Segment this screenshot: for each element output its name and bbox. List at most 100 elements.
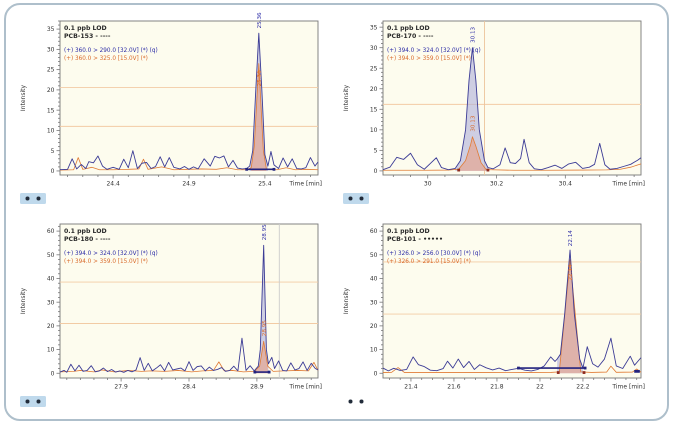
pan-zoom-buttons[interactable] xyxy=(343,193,369,204)
svg-text:0: 0 xyxy=(51,370,55,377)
svg-text:10: 10 xyxy=(47,347,55,354)
y-axis-ticks: 0 5 10 15 20 25 30 35 xyxy=(370,22,383,175)
compound-label: PCB-101 - ••••• xyxy=(387,236,443,243)
peak-rt-label: 22.14 xyxy=(568,264,574,280)
svg-text:0: 0 xyxy=(374,168,378,175)
zoom-tool-icon[interactable] xyxy=(348,196,353,201)
svg-text:0: 0 xyxy=(374,370,378,377)
svg-text:10: 10 xyxy=(370,127,378,134)
svg-text:5: 5 xyxy=(51,148,55,155)
y-axis-ticks: 0 10 20 30 40 50 60 xyxy=(370,225,383,377)
panel-grid: 24.4 24.9 25.4 Time [min] 0 5 10 15 20 25 30 35 Inte… xyxy=(12,9,657,414)
chromatogram-svg-pcb-153: 24.4 24.9 25.4 Time [min] 0 5 10 15 20 25 30 35 Inte… xyxy=(20,12,322,204)
svg-text:50: 50 xyxy=(47,252,55,259)
zoom-tool-icon[interactable] xyxy=(25,399,30,404)
svg-text:40: 40 xyxy=(47,276,55,283)
panel-pcb-153: 24.4 24.9 25.4 Time [min] 0 5 10 15 20 25 30 35 Inte… xyxy=(12,9,334,211)
svg-text:60: 60 xyxy=(370,228,378,235)
svg-text:35: 35 xyxy=(370,24,378,31)
integration-baselines xyxy=(517,366,640,374)
pan-tool-icon[interactable] xyxy=(36,399,41,404)
lod-label: 0.1 ppb LOD xyxy=(64,228,107,235)
threshold-lines xyxy=(60,281,318,324)
peak-rt-label: 28.95 xyxy=(262,224,268,240)
x-axis-label: Time [min] xyxy=(611,181,645,188)
svg-text:50: 50 xyxy=(370,252,378,259)
svg-text:20: 20 xyxy=(47,87,55,94)
lod-label: 0.1 ppb LOD xyxy=(387,25,430,32)
svg-text:25: 25 xyxy=(370,65,378,72)
pan-zoom-buttons[interactable] xyxy=(20,193,46,204)
pan-tool-icon[interactable] xyxy=(359,399,364,404)
chromatogram-svg-pcb-101: 21.4 21.6 21.8 22 22.2 Time [min] 0 10 20 30 40 50 6… xyxy=(343,223,645,404)
svg-text:30: 30 xyxy=(47,46,55,53)
svg-text:25.4: 25.4 xyxy=(258,181,272,188)
confirm-transition-label: (+) 394.0 > 359.0 [15.0V] (*) xyxy=(64,259,148,265)
pan-zoom-buttons[interactable] xyxy=(348,399,364,404)
zoom-tool-icon[interactable] xyxy=(348,399,353,404)
x-axis-label: Time [min] xyxy=(288,384,322,391)
confirm-peak-fill xyxy=(559,259,581,374)
confirm-transition-label: (+) 326.0 > 291.0 [15.0V] (*) xyxy=(387,259,471,265)
plot-area xyxy=(59,223,319,379)
svg-text:22.2: 22.2 xyxy=(576,384,590,391)
confirm-peak-fill xyxy=(254,341,268,374)
threshold-lines xyxy=(383,261,641,315)
peak-rt-label: 22.14 xyxy=(568,230,574,246)
confirm-trace xyxy=(383,136,642,171)
compound-label: PCB-170 - ---- xyxy=(387,33,434,40)
x-axis-ticks: 27.9 28.4 28.9 Time [min] xyxy=(66,378,322,391)
confirm-transition-label: (+) 394.0 > 359.0 [15.0V] (*) xyxy=(387,56,471,62)
svg-text:60: 60 xyxy=(47,228,55,235)
svg-text:30: 30 xyxy=(370,45,378,52)
peak-rt-label: 28.95 xyxy=(262,320,268,336)
integration-baselines xyxy=(245,167,276,171)
confirm-peak-fill xyxy=(458,136,487,171)
quantifier-transition-label: (+) 394.0 > 324.0 [32.0V] (*) (q) xyxy=(387,48,481,54)
y-axis-ticks: 0 5 10 15 20 25 30 35 xyxy=(47,20,60,175)
quantifier-transition-label: (+) 326.0 > 256.0 [30.0V] (*) (q) xyxy=(387,251,481,257)
quantifier-trace xyxy=(382,47,642,171)
pan-tool-icon[interactable] xyxy=(36,196,41,201)
confirm-transition-label: (+) 360.0 > 325.0 [15.0V] (*) xyxy=(64,56,148,62)
x-axis-ticks: 21.4 21.6 21.8 22 22.2 Time [min] xyxy=(389,378,645,391)
x-axis-ticks: 30 30.2 30.4 Time [min] xyxy=(392,175,645,188)
chromatogram-svg-pcb-180: 27.9 28.4 28.9 Time [min] 0 10 20 30 40 50 60 Inten… xyxy=(20,223,322,407)
compound-label: PCB-153 - ---- xyxy=(64,33,111,40)
quantifier-trace xyxy=(59,244,319,373)
threshold-lines xyxy=(60,87,318,127)
svg-text:30: 30 xyxy=(47,299,55,306)
pan-tool-icon[interactable] xyxy=(359,196,364,201)
quantifier-trace xyxy=(59,32,319,171)
svg-text:24.4: 24.4 xyxy=(106,181,120,188)
svg-text:30.4: 30.4 xyxy=(559,181,573,188)
svg-text:30: 30 xyxy=(370,299,378,306)
integration-baselines xyxy=(457,168,490,172)
lod-label: 0.1 ppb LOD xyxy=(387,228,430,235)
svg-text:0: 0 xyxy=(51,168,55,175)
svg-text:22: 22 xyxy=(536,384,544,391)
svg-text:35: 35 xyxy=(47,26,55,33)
x-axis-label: Time [min] xyxy=(611,384,645,391)
y-axis-ticks: 0 10 20 30 40 50 60 xyxy=(47,225,60,377)
svg-text:27.9: 27.9 xyxy=(114,384,128,391)
svg-text:20: 20 xyxy=(370,323,378,330)
svg-text:28.4: 28.4 xyxy=(182,384,196,391)
confirm-peak-fill xyxy=(251,63,267,171)
chromatogram-svg-pcb-170: 30 30.2 30.4 Time [min] 0 5 10 15 20 25 30 35 Intens… xyxy=(343,20,645,204)
svg-text:10: 10 xyxy=(370,347,378,354)
panel-pcb-170: 30 30.2 30.4 Time [min] 0 5 10 15 20 25 30 35 Intens… xyxy=(335,9,657,211)
quantifier-peak-fill xyxy=(455,47,488,171)
zoom-tool-icon[interactable] xyxy=(25,196,30,201)
pan-zoom-buttons[interactable] xyxy=(20,396,46,407)
peak-rt-label: 30.13 xyxy=(471,26,477,42)
peak-rt-label: 25.36 xyxy=(257,70,263,86)
plot-area xyxy=(382,20,642,176)
lod-label: 0.1 ppb LOD xyxy=(64,25,107,32)
peak-rt-label: 30.13 xyxy=(471,115,477,131)
svg-text:15: 15 xyxy=(47,107,55,114)
